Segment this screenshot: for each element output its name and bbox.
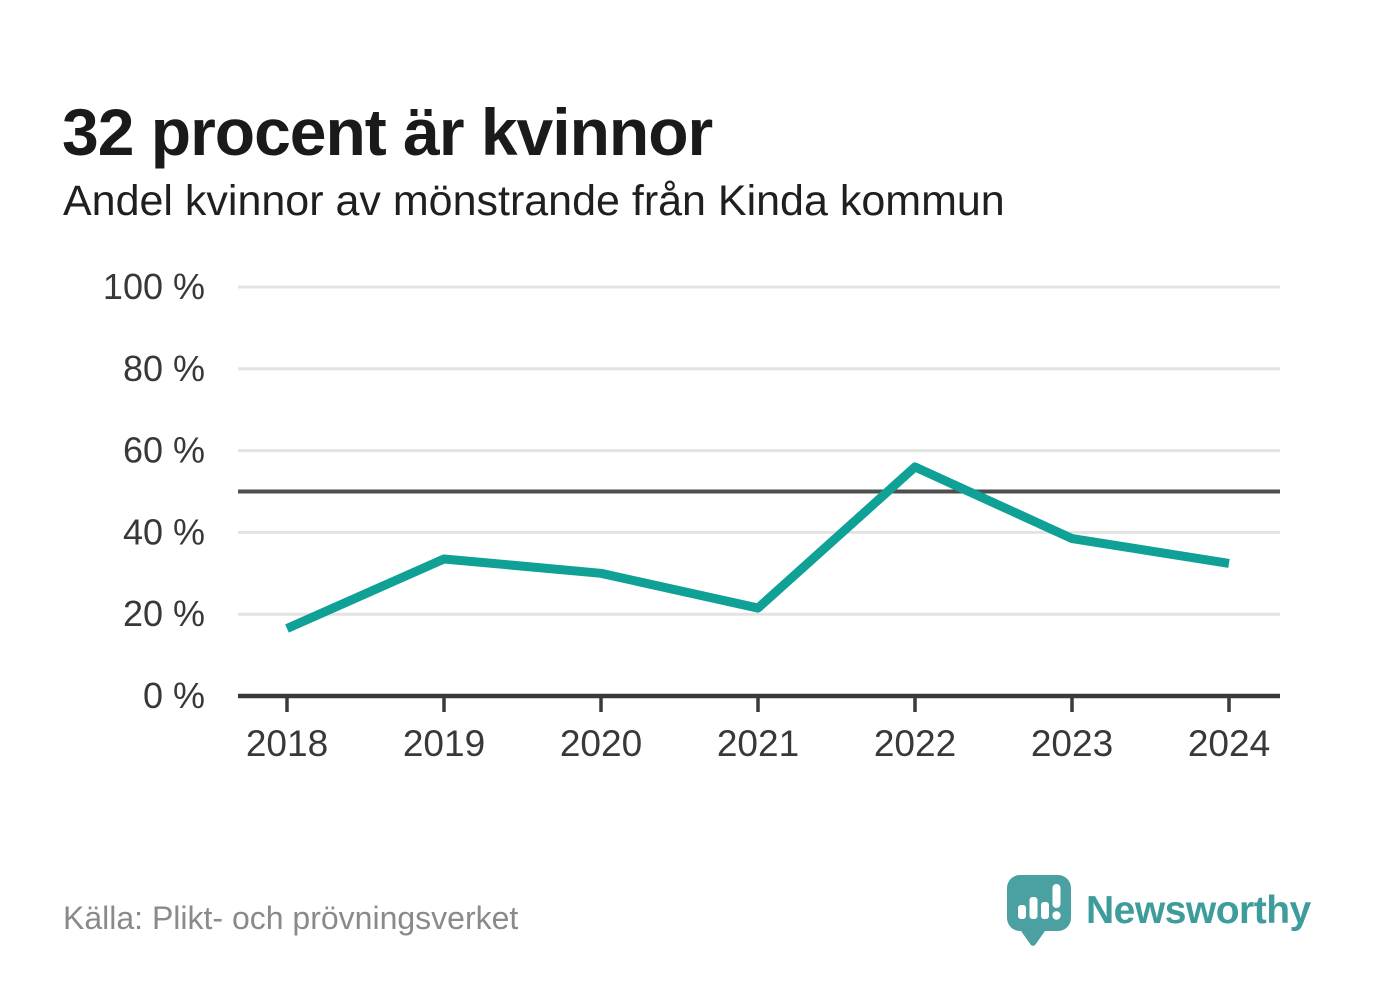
exclamation-stem	[1052, 884, 1061, 908]
x-axis-tick-label: 2018	[246, 723, 328, 764]
newsworthy-speech-bubble-chart-icon	[1007, 875, 1071, 946]
x-axis-tick-label: 2023	[1031, 723, 1113, 764]
y-axis-tick-label: 100 %	[103, 266, 205, 307]
source-note: Källa: Plikt- och prövningsverket	[63, 900, 519, 936]
x-axis-tick-label: 2022	[874, 723, 956, 764]
x-axis-tick-label: 2020	[560, 723, 642, 764]
y-axis-tick-label: 20 %	[123, 593, 205, 634]
chart-subtitle: Andel kvinnor av mönstrande från Kinda k…	[63, 177, 1005, 225]
chart-title: 32 procent är kvinnor	[62, 95, 713, 170]
brand-name: Newsworthy	[1086, 889, 1311, 932]
exclamation-dot	[1052, 911, 1061, 920]
x-axis-tick-label: 2021	[717, 723, 799, 764]
y-axis-tick-label: 40 %	[123, 511, 205, 552]
x-axis-tick-label: 2019	[403, 723, 485, 764]
y-axis-tick-label: 60 %	[123, 430, 205, 471]
newsworthy-brand: Newsworthy	[1006, 874, 1311, 948]
y-axis-tick-label: 0 %	[143, 675, 205, 716]
x-axis-tick-label: 2024	[1188, 723, 1270, 764]
bar-3	[1041, 902, 1049, 919]
bar-2	[1029, 897, 1038, 919]
data-line-series	[285, 462, 1230, 633]
speech-bubble-shape	[1007, 875, 1071, 946]
bar-1	[1018, 905, 1026, 919]
y-axis-tick-label: 80 %	[123, 348, 205, 389]
